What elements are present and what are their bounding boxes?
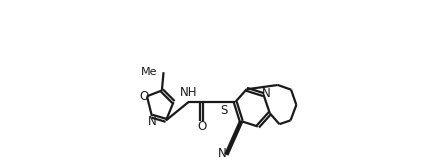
Text: NH: NH bbox=[180, 86, 197, 99]
Text: N: N bbox=[262, 87, 271, 100]
Text: Me: Me bbox=[140, 67, 157, 77]
Text: O: O bbox=[197, 120, 206, 133]
Text: N: N bbox=[218, 147, 227, 160]
Text: N: N bbox=[148, 115, 157, 128]
Text: O: O bbox=[139, 90, 149, 103]
Text: S: S bbox=[220, 104, 227, 117]
